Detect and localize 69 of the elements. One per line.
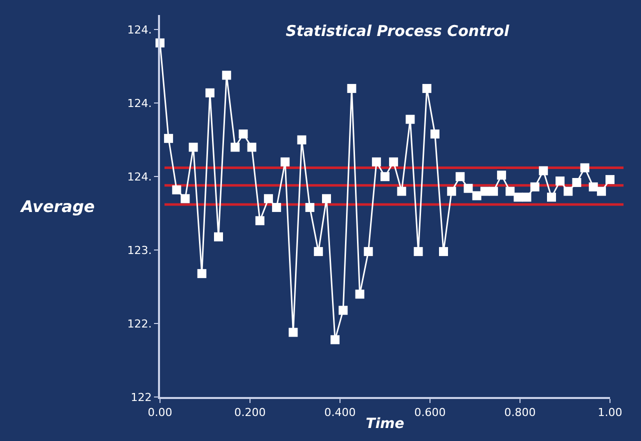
point [389, 157, 398, 166]
point [472, 191, 482, 200]
point [606, 175, 614, 184]
point [430, 130, 440, 139]
point [422, 84, 432, 93]
point [372, 157, 381, 166]
point [230, 142, 240, 152]
point [447, 186, 456, 196]
point [364, 247, 373, 256]
point [564, 186, 573, 196]
y-tick-label: 124. [127, 170, 152, 184]
point [464, 184, 473, 193]
point [580, 163, 590, 172]
point [530, 182, 540, 192]
point [214, 232, 223, 242]
y-tick-label: 122. [127, 317, 152, 330]
point [588, 182, 598, 192]
point [288, 328, 298, 337]
x-axis-title: Time [366, 416, 404, 432]
point [238, 130, 248, 139]
point [488, 186, 498, 196]
point [272, 202, 282, 212]
point [547, 192, 556, 202]
point [514, 192, 523, 202]
point [338, 306, 348, 315]
point [255, 216, 264, 226]
point [180, 194, 190, 204]
point [556, 176, 565, 186]
point [247, 142, 256, 152]
point [264, 194, 273, 204]
point [596, 186, 606, 196]
x-tick-label: 0.200 [234, 406, 266, 420]
point [322, 194, 331, 204]
point [330, 335, 340, 344]
point [538, 166, 548, 176]
y-axis-title: Average [19, 197, 95, 216]
point [380, 172, 390, 182]
x-tick-label: 1.00 [598, 406, 622, 420]
point [572, 178, 582, 187]
text: Statistical Process Control [286, 22, 510, 40]
point [397, 186, 406, 196]
x-tick-label: 0.600 [414, 406, 446, 420]
point [297, 135, 306, 144]
point [188, 142, 198, 152]
x-tick-label: 0.800 [504, 406, 536, 420]
point [506, 186, 515, 196]
point [172, 185, 182, 194]
point [164, 134, 174, 143]
y-tick-label: 124. [127, 97, 152, 110]
y-tick-label: 124. [127, 24, 152, 37]
point [439, 247, 448, 256]
point [406, 114, 415, 124]
point [414, 247, 423, 256]
point [280, 157, 290, 166]
point [497, 170, 506, 180]
point [197, 269, 206, 278]
y-tick-label: 123. [127, 244, 152, 257]
point [314, 247, 323, 256]
point [347, 84, 356, 93]
point [205, 88, 214, 98]
point [480, 186, 490, 196]
x-tick-label: 0.400 [324, 406, 356, 420]
point [355, 290, 364, 299]
point [522, 192, 532, 202]
y-tick-label: 122 [130, 390, 152, 404]
point [456, 172, 465, 182]
x-tick-label: 0.00 [148, 406, 172, 420]
point [222, 70, 232, 80]
point [305, 202, 314, 212]
